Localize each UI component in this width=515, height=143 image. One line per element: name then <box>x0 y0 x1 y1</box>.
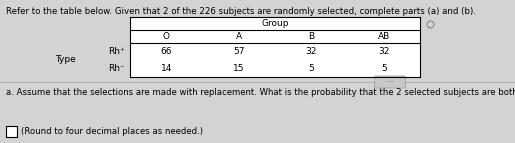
Text: Rh⁻: Rh⁻ <box>108 64 125 73</box>
Text: 14: 14 <box>161 64 172 73</box>
Text: 15: 15 <box>233 64 245 73</box>
Text: 32: 32 <box>378 47 389 56</box>
Text: a. Assume that the selections are made with replacement. What is the probability: a. Assume that the selections are made w… <box>6 88 515 97</box>
Text: Rh⁺: Rh⁺ <box>108 47 125 56</box>
Text: A: A <box>236 32 242 41</box>
Text: 57: 57 <box>233 47 245 56</box>
Text: AB: AB <box>377 32 390 41</box>
Text: 32: 32 <box>305 47 317 56</box>
FancyBboxPatch shape <box>374 76 405 88</box>
Text: B: B <box>308 32 314 41</box>
Bar <box>130 17 420 77</box>
Text: Type: Type <box>55 55 76 64</box>
Text: Group: Group <box>261 19 289 28</box>
Text: (Round to four decimal places as needed.): (Round to four decimal places as needed.… <box>21 127 203 136</box>
Bar <box>6 126 17 137</box>
Text: ⋯: ⋯ <box>386 79 393 85</box>
Text: 66: 66 <box>161 47 172 56</box>
Text: 5: 5 <box>381 64 387 73</box>
Text: Refer to the table below. Given that 2 of the 226 subjects are randomly selected: Refer to the table below. Given that 2 o… <box>6 7 476 16</box>
Text: O: O <box>163 32 170 41</box>
Text: 5: 5 <box>308 64 314 73</box>
